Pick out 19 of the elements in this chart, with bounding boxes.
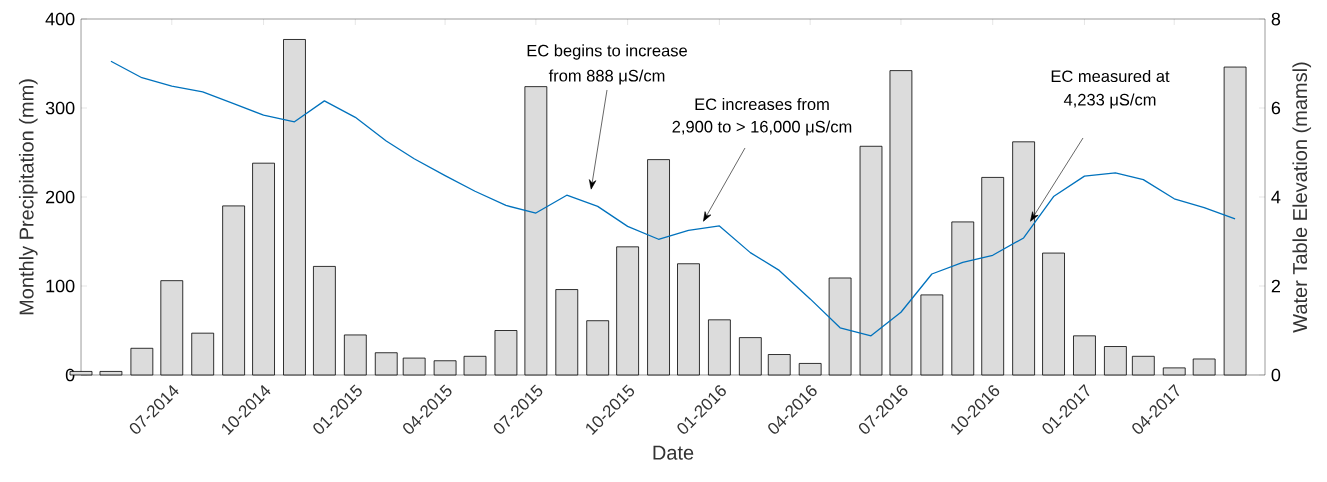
x-axis-title: Date xyxy=(653,445,694,460)
line-series xyxy=(110,60,1236,337)
y-axis-title: Monthly Precipitation (mm) xyxy=(18,79,38,315)
annotation: from 888 μS/cm xyxy=(548,69,665,85)
y2-tick-label: 0 xyxy=(1271,368,1281,382)
annotation: EC begins to increase xyxy=(527,44,687,60)
y2-tick-label: 8 xyxy=(1271,12,1281,26)
annotation: EC increases from xyxy=(695,97,829,111)
annotation: EC measured at xyxy=(1051,69,1170,83)
y2-tick-label: 4 xyxy=(1271,190,1281,204)
annotation: 2,900 to > 16,000 μS/cm xyxy=(672,120,852,136)
y2-axis-title: Water Table Elevation (mamsl) xyxy=(1292,62,1312,333)
y-tick-label: 400 xyxy=(45,12,75,26)
annotation: 4,233 μS/cm xyxy=(1063,93,1156,109)
y-tick-label: 200 xyxy=(46,190,75,204)
y-tick-label: 300 xyxy=(45,101,75,115)
y-tick-label: 100 xyxy=(46,279,75,293)
y2-tick-label: 6 xyxy=(1271,101,1281,115)
y2-tick-label: 2 xyxy=(1271,279,1280,293)
